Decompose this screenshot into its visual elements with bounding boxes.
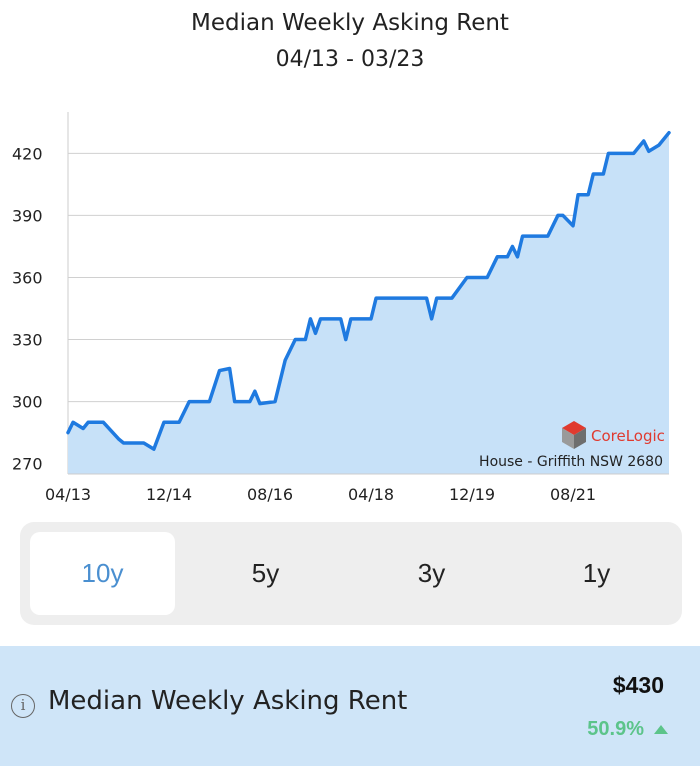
summary-change: 50.9% (587, 718, 668, 741)
series-area (68, 132, 669, 474)
chart-caption: House - Griffith NSW 2680 (479, 454, 663, 470)
series-line (66, 130, 671, 451)
summary-label: Median Weekly Asking Rent (48, 686, 408, 716)
y-tick-label: 390 (12, 206, 43, 225)
corelogic-logo: CoreLogic (562, 421, 665, 449)
x-tick-label: 12/19 (449, 485, 495, 504)
summary-value: $430 (612, 672, 664, 698)
range-1y-button[interactable]: 1y (582, 558, 611, 588)
x-tick-label: 04/13 (45, 485, 91, 504)
logo-cube-left (562, 428, 574, 449)
y-tick-label: 420 (12, 144, 43, 163)
logo-cube-right (574, 428, 586, 449)
y-tick-label: 360 (12, 268, 43, 287)
chart-date-range: 04/13 - 03/23 (275, 47, 425, 72)
x-tick-label: 08/21 (550, 485, 596, 504)
range-3y-button[interactable]: 3y (417, 558, 446, 588)
y-tick-label: 270 (12, 455, 43, 474)
summary-panel: i Median Weekly Asking Rent $430 50.9% (0, 646, 700, 766)
x-tick-label: 08/16 (247, 485, 293, 504)
time-range-selector: 10y 5y 3y 1y (20, 522, 682, 625)
y-tick-label: 300 (12, 393, 43, 412)
x-tick-label: 04/18 (348, 485, 394, 504)
logo-text: CoreLogic (591, 427, 665, 445)
info-icon[interactable]: i (11, 694, 35, 718)
range-5y-button[interactable]: 5y (251, 558, 280, 588)
x-tick-label: 12/14 (146, 485, 192, 504)
up-arrow-icon (654, 725, 668, 734)
change-percent: 50.9% (587, 718, 644, 740)
rent-chart: 270 300 330 360 390 420 04/13 12/14 08/16 04/18 12… (12, 112, 671, 504)
y-tick-label: 330 (12, 331, 43, 350)
chart-title: Median Weekly Asking Rent (191, 10, 509, 36)
range-10y-button[interactable]: 10y (30, 532, 175, 615)
